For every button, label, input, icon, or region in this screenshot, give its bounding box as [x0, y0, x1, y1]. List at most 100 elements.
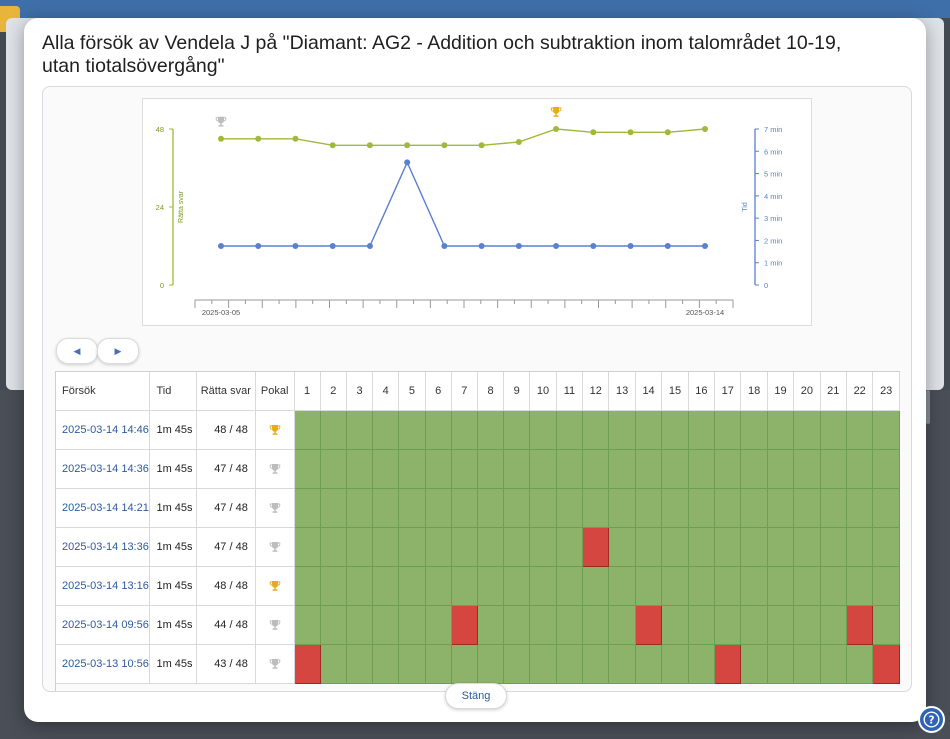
time-point — [218, 243, 224, 249]
question-header: 5 — [398, 372, 426, 411]
table-row: 2025-03-14 13:36 1m 45s 47 / 48 — [56, 527, 900, 567]
background-app-header — [0, 0, 950, 18]
question-cell-correct — [398, 488, 426, 528]
question-cell-correct — [820, 644, 848, 684]
question-cell-correct — [740, 527, 768, 567]
question-cell-correct — [346, 527, 374, 567]
question-cell-correct — [320, 644, 347, 684]
left-tick-label: 0 — [160, 281, 164, 290]
question-header: 18 — [740, 372, 768, 411]
score-cell: 43 / 48 — [196, 644, 256, 684]
left-axis-label: Rätta svar — [178, 190, 185, 223]
question-cell-wrong — [872, 644, 900, 684]
attempt-date-link[interactable]: 2025-03-14 13:16 — [62, 580, 149, 592]
question-cell-correct — [608, 527, 636, 567]
question-cell-correct — [425, 527, 452, 567]
question-header: 14 — [635, 372, 663, 411]
attempt-cell: 2025-03-14 13:36 — [56, 527, 151, 567]
question-cell-correct — [529, 449, 557, 489]
header-attempt: Försök — [56, 372, 151, 411]
question-cell-correct — [529, 488, 557, 528]
attempt-date-link[interactable]: 2025-03-14 14:46 — [62, 424, 149, 436]
time-point — [590, 243, 597, 249]
page-scrollbar[interactable] — [926, 390, 930, 424]
question-cell-correct — [556, 527, 584, 567]
question-cell-wrong — [582, 527, 610, 567]
question-cell-correct — [477, 605, 505, 645]
question-header: 20 — [793, 372, 821, 411]
question-cell-correct — [608, 644, 636, 684]
score-point — [553, 126, 560, 132]
attempt-cell: 2025-03-13 10:56 — [56, 644, 151, 684]
question-cell-correct — [661, 449, 689, 489]
score-series-line — [221, 128, 706, 146]
attempts-table-wrapper[interactable]: Försök Tid Rätta svar Pokal 1 2 3 4 5 6 7 8 9 10 1… — [55, 371, 900, 691]
question-cell-wrong — [451, 605, 478, 645]
time-point — [366, 243, 373, 249]
question-cell-correct — [346, 410, 374, 450]
table-header-row: Försök Tid Rätta svar Pokal 1 2 3 4 5 6 7 8 9 10 1… — [56, 372, 900, 411]
question-cell-correct — [477, 527, 505, 567]
question-cell-correct — [503, 488, 531, 528]
attempt-date-link[interactable]: 2025-03-14 13:36 — [62, 541, 149, 553]
question-cell-correct — [767, 644, 795, 684]
question-cell-correct — [346, 449, 374, 489]
question-cell-correct — [661, 488, 689, 528]
attempt-date-link[interactable]: 2025-03-14 14:21 — [62, 502, 149, 514]
time-point — [515, 243, 522, 249]
attempt-date-link[interactable]: 2025-03-13 10:56 — [62, 658, 149, 670]
question-cell-correct — [320, 410, 347, 450]
close-button[interactable]: Stäng — [445, 683, 507, 709]
attempt-date-link[interactable]: 2025-03-14 09:56 — [62, 619, 149, 631]
question-cell-correct — [556, 605, 584, 645]
time-series-line — [221, 160, 705, 247]
question-cell-correct — [372, 566, 400, 606]
trophy-icon — [269, 503, 280, 513]
question-cell-correct — [767, 527, 795, 567]
question-cell-correct — [793, 527, 821, 567]
question-cell-correct — [714, 566, 742, 606]
table-row: 2025-03-14 09:56 1m 45s 44 / 48 — [56, 605, 900, 645]
question-cell-correct — [635, 644, 663, 684]
attempts-chart: 48 24 0 Rätta svar 7 min 6 min 5 min 4 min 3 min… — [142, 98, 812, 326]
question-cell-correct — [477, 449, 505, 489]
question-cell-correct — [477, 488, 505, 528]
attempt-cell: 2025-03-14 09:56 — [56, 605, 151, 645]
header-trophy: Pokal — [255, 372, 295, 411]
question-cell-correct — [740, 566, 768, 606]
left-tick-label: 48 — [156, 125, 164, 134]
question-cell-correct — [688, 566, 716, 606]
previous-page-button[interactable]: ◀ — [56, 338, 98, 364]
modal-content-card: 48 24 0 Rätta svar 7 min 6 min 5 min 4 min 3 min… — [42, 86, 912, 692]
question-cell-correct — [661, 527, 689, 567]
time-point — [478, 243, 485, 249]
question-cell-correct — [372, 527, 400, 567]
question-cell-correct — [398, 605, 426, 645]
question-cell-correct — [846, 644, 874, 684]
score-cell: 48 / 48 — [196, 566, 256, 606]
right-axis-label: Tid — [742, 202, 749, 212]
question-cell-correct — [503, 644, 531, 684]
score-cell: 47 / 48 — [196, 488, 256, 528]
question-header: 1 — [294, 372, 321, 411]
question-header: 2 — [320, 372, 347, 411]
attempt-date-link[interactable]: 2025-03-14 14:36 — [62, 463, 149, 475]
time-cell: 1m 45s — [149, 410, 197, 450]
score-cell: 47 / 48 — [196, 449, 256, 489]
question-cell-correct — [425, 644, 452, 684]
question-cell-correct — [767, 566, 795, 606]
question-cell-correct — [425, 449, 452, 489]
question-cell-correct — [398, 566, 426, 606]
question-cell-correct — [529, 527, 557, 567]
next-page-button[interactable]: ▶ — [97, 338, 139, 364]
question-cell-correct — [503, 410, 531, 450]
score-cell: 48 / 48 — [196, 410, 256, 450]
question-cell-correct — [688, 644, 716, 684]
question-cell-correct — [793, 566, 821, 606]
help-button[interactable]: ? — [918, 706, 945, 733]
question-cell-correct — [740, 449, 768, 489]
question-header: 23 — [872, 372, 900, 411]
gold-trophy-marker — [550, 107, 562, 117]
question-cell-correct — [529, 566, 557, 606]
time-point — [329, 243, 336, 249]
